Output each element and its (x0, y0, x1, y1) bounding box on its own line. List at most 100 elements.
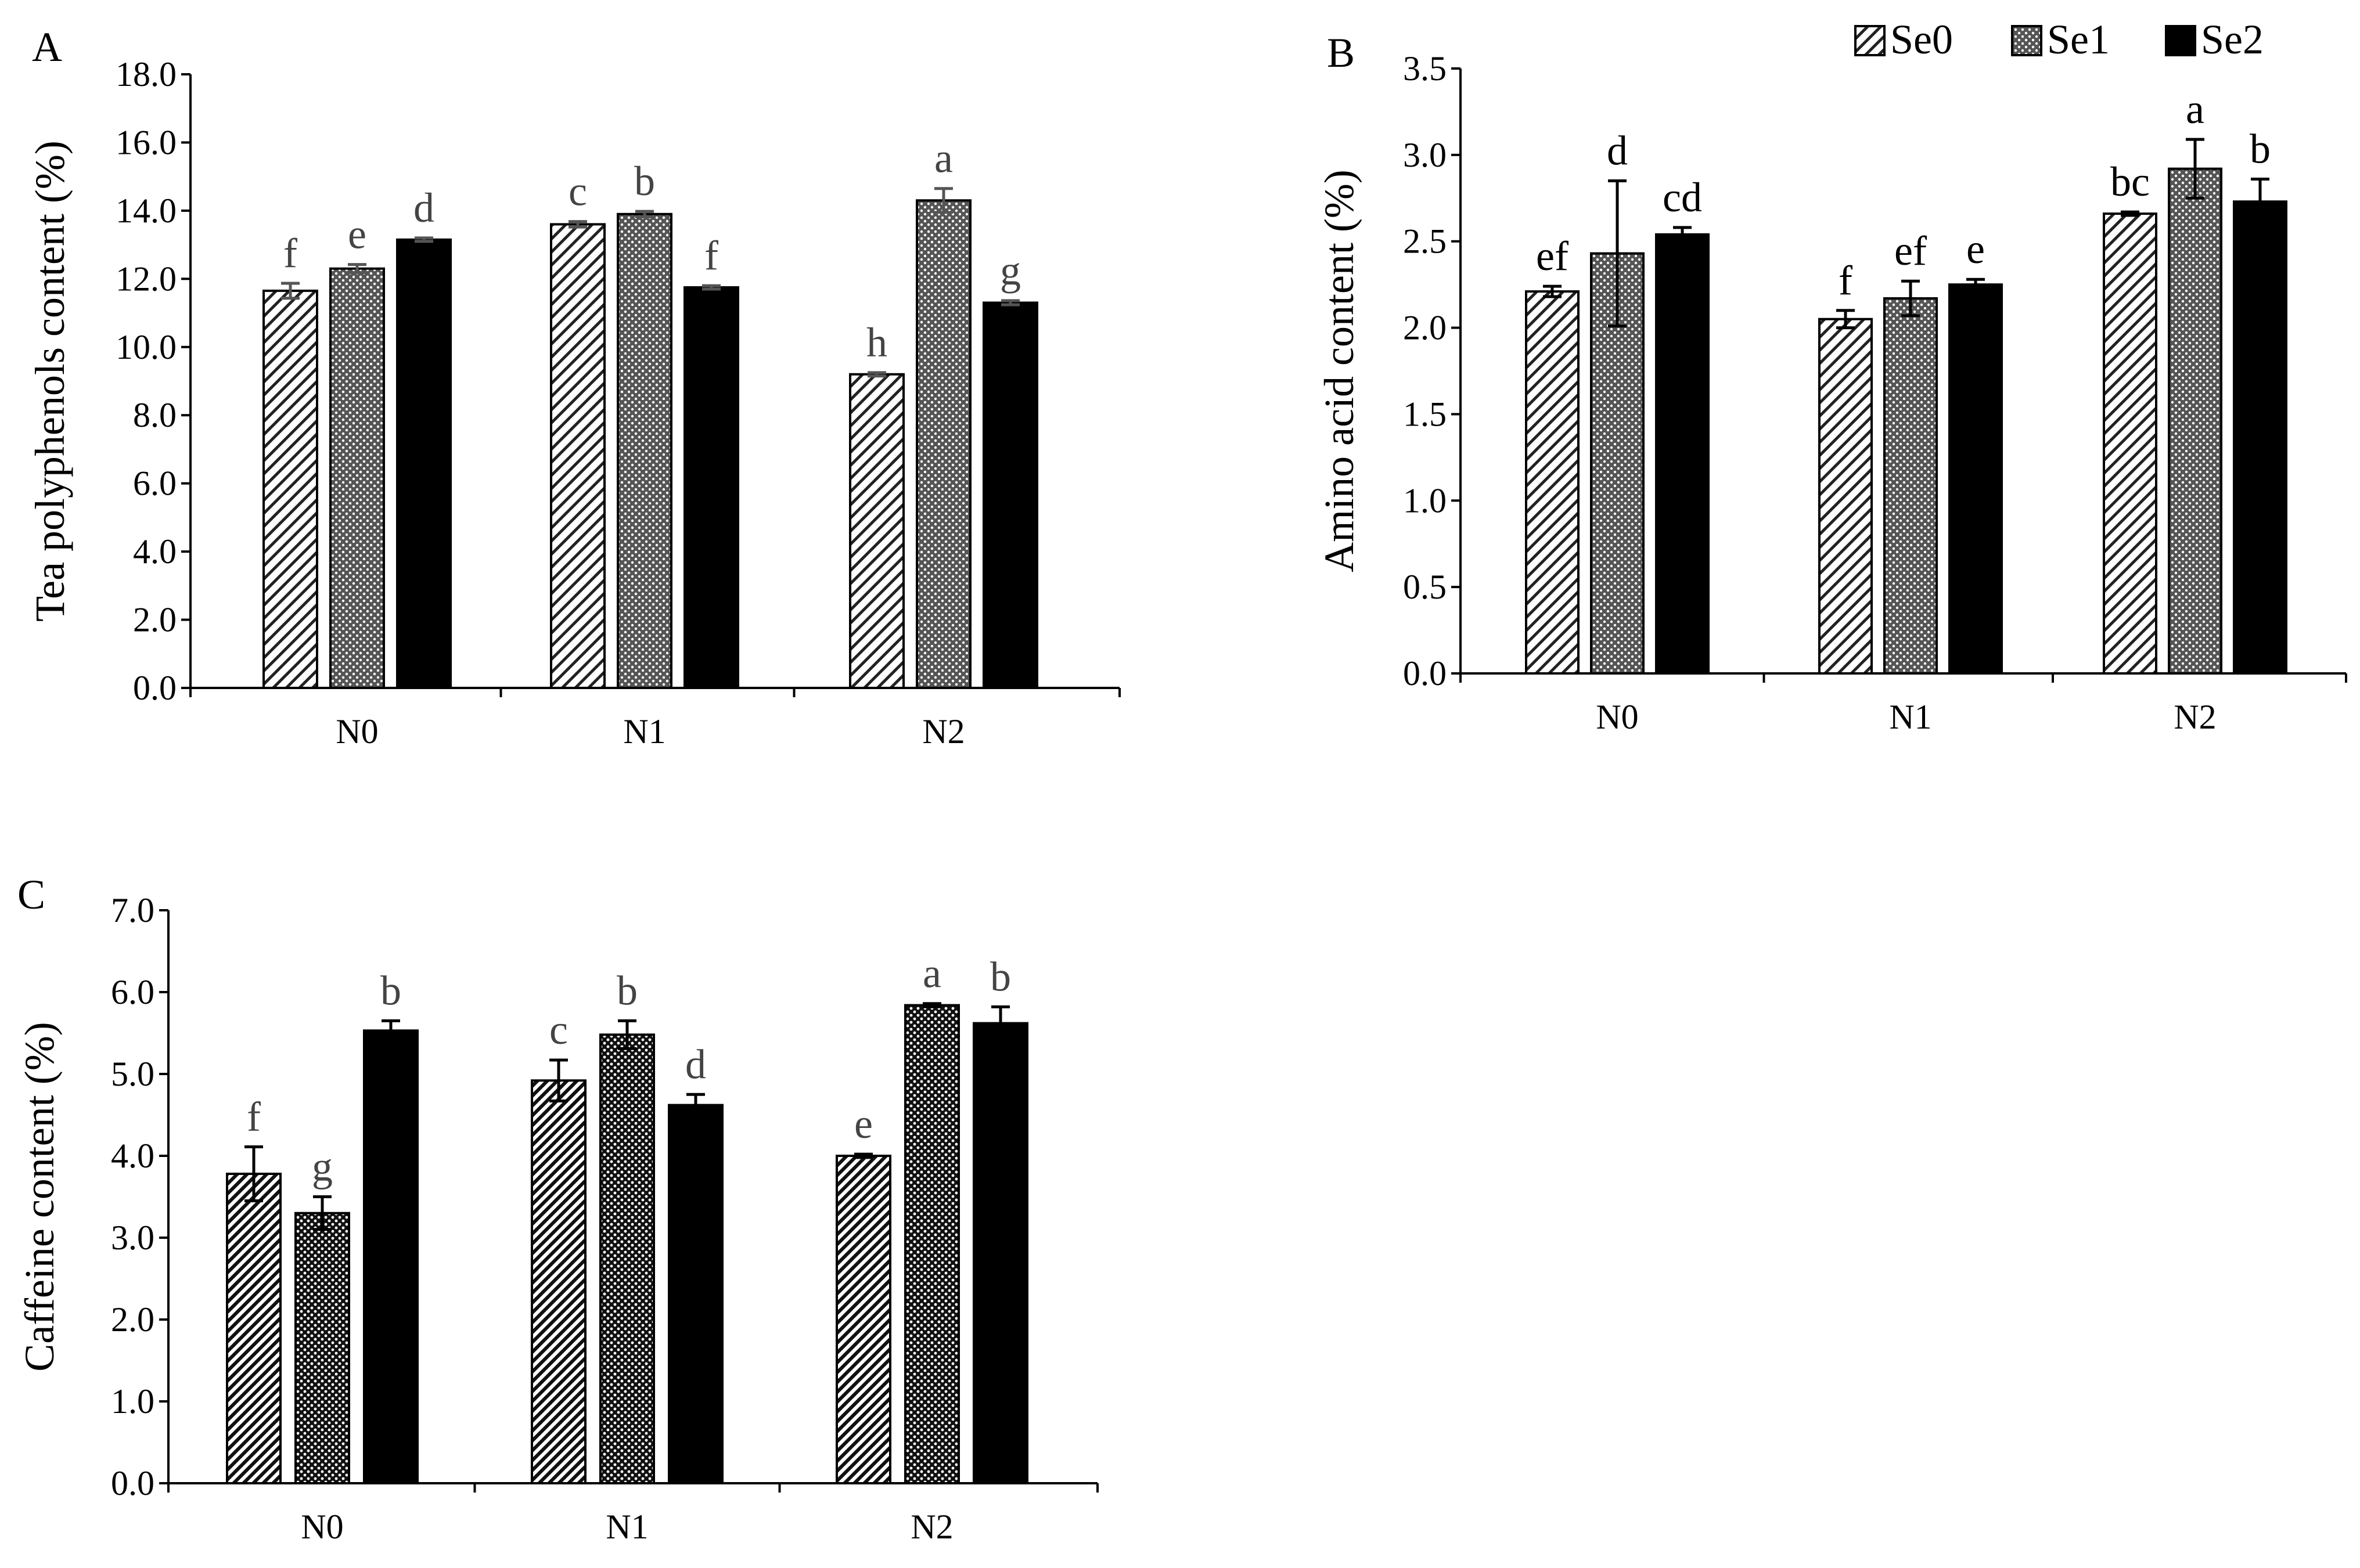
bar-se2-n2 (2233, 200, 2287, 675)
bar-se1-n1 (617, 212, 672, 689)
bar-se2-n1 (668, 1104, 724, 1484)
significance-letter: b (617, 967, 638, 1014)
y-tick-label: 14.0 (116, 192, 177, 230)
bar-se1-n2 (916, 199, 972, 689)
bar-se1-n0 (294, 1212, 350, 1484)
panel-label-c: C (17, 871, 45, 918)
x-tick-label: N0 (1596, 698, 1638, 736)
y-tick-label: 7.0 (111, 891, 154, 929)
y-tick-label: 6.0 (133, 464, 177, 503)
y-tick-label: 5.0 (111, 1055, 154, 1093)
x-tick-label: N0 (336, 712, 378, 751)
significance-letter: a (934, 135, 953, 182)
bar-se2-n0 (396, 238, 452, 689)
bar-se0-n2 (2103, 212, 2157, 675)
significance-letter: bc (2110, 158, 2150, 205)
significance-letter: ef (1894, 228, 1927, 274)
legend: Se0 Se1 Se2 (1854, 16, 2264, 63)
y-tick-label: 4.0 (133, 532, 177, 571)
x-tick-label: N0 (301, 1508, 343, 1546)
y-tick-label: 18.0 (116, 55, 177, 93)
significance-letter: f (1839, 257, 1852, 304)
x-tick-label: N1 (606, 1508, 648, 1546)
legend-label-se2: Se2 (2201, 16, 2264, 63)
y-tick-label: 4.0 (111, 1137, 154, 1175)
y-tick-label: 6.0 (111, 973, 154, 1011)
significance-letter: e (854, 1101, 873, 1147)
x-tick-label: N1 (1889, 698, 1931, 736)
panel-label-b: B (1327, 30, 1355, 76)
bar-se1-n1 (1883, 297, 1938, 675)
bar-se1-n2 (2168, 167, 2222, 675)
bar-se2-n2 (973, 1022, 1028, 1484)
significance-letter: g (1000, 247, 1021, 294)
y-tick-label: 0.0 (111, 1464, 154, 1502)
bar-se0-n0 (226, 1173, 282, 1484)
y-tick-label: 2.5 (1403, 222, 1447, 261)
bar-se0-n1 (1818, 318, 1873, 675)
significance-letter: e (348, 211, 366, 258)
x-tick-label: N1 (623, 712, 665, 751)
y-tick-label: 2.0 (111, 1300, 154, 1339)
bar-se0-n0 (262, 289, 318, 689)
bar-se0-n1 (531, 1079, 587, 1484)
significance-letter: ef (1536, 233, 1568, 279)
bar-se2-n1 (1948, 283, 2003, 675)
significance-letter: d (413, 185, 434, 231)
panel-c-chart: 0.0 1.0 2.0 3.0 4.0 5.0 6.0 7.0 N0 N1 N2 Caffeine c… (16, 891, 1099, 1546)
bar-se0-n2 (849, 373, 905, 689)
y-tick-label: 1.0 (1403, 481, 1447, 520)
bar-se1-n1 (599, 1033, 655, 1484)
y-tick-label: 2.0 (133, 601, 177, 639)
significance-letter: f (283, 230, 297, 276)
significance-letter: c (549, 1007, 568, 1053)
significance-letter: h (866, 319, 887, 366)
y-tick-label: 8.0 (133, 396, 177, 434)
panel-a-chart: 0.0 2.0 4.0 6.0 8.0 10.0 12.0 14.0 16.0 18.0 N0 N1 N… (27, 55, 1121, 751)
x-tick-label: N2 (911, 1508, 953, 1546)
significance-letter: a (2186, 86, 2204, 132)
significance-letter: b (634, 158, 655, 204)
bar-se0-n2 (836, 1155, 891, 1484)
y-tick-label: 12.0 (116, 259, 177, 298)
bar-se0-n0 (1525, 290, 1580, 675)
legend-swatch-se2 (2165, 25, 2196, 56)
significance-letter: b (990, 953, 1011, 1000)
legend-label-se0: Se0 (1890, 16, 1953, 63)
y-tick-label: 10.0 (116, 328, 177, 366)
y-tick-label: 3.5 (1403, 49, 1447, 88)
significance-letter: d (1607, 128, 1628, 174)
significance-letter: e (1966, 226, 1985, 272)
bar-se1-n2 (904, 1004, 960, 1485)
bar-se2-n2 (983, 301, 1038, 689)
legend-label-se1: Se1 (2047, 16, 2110, 63)
significance-letter: b (2250, 126, 2271, 172)
significance-letter: g (312, 1144, 333, 1190)
bar-se2-n0 (1655, 233, 1710, 675)
y-axis-title: Tea polyphenols content (%) (27, 140, 73, 622)
legend-swatch-se0 (1854, 25, 1886, 56)
y-tick-label: 16.0 (116, 123, 177, 161)
legend-swatch-se1 (2011, 25, 2042, 56)
significance-letter: a (923, 950, 941, 997)
significance-letter: c (569, 168, 587, 215)
x-tick-label: N2 (922, 712, 965, 751)
bar-se1-n0 (329, 267, 385, 689)
y-axis-title: Amino acid content (%) (1316, 170, 1362, 572)
x-tick-label: N2 (2174, 698, 2216, 736)
panel-b-chart: 0.0 0.5 1.0 1.5 2.0 2.5 3.0 3.5 N0 N1 N2 Amino acid… (1316, 49, 2347, 736)
significance-letter: f (247, 1093, 261, 1140)
y-tick-label: 1.5 (1403, 395, 1447, 433)
y-tick-label: 3.0 (1403, 136, 1447, 174)
bar-se0-n1 (550, 223, 606, 689)
y-tick-label: 1.0 (111, 1382, 154, 1421)
significance-letter: b (380, 967, 401, 1014)
y-tick-label: 0.0 (1403, 654, 1447, 693)
y-axis-title: Caffeine content (%) (16, 1022, 63, 1371)
y-tick-label: 0.5 (1403, 568, 1447, 606)
panel-label-a: A (32, 24, 62, 70)
y-tick-label: 3.0 (111, 1219, 154, 1257)
y-tick-label: 0.0 (133, 669, 177, 707)
significance-letter: cd (1663, 174, 1702, 221)
